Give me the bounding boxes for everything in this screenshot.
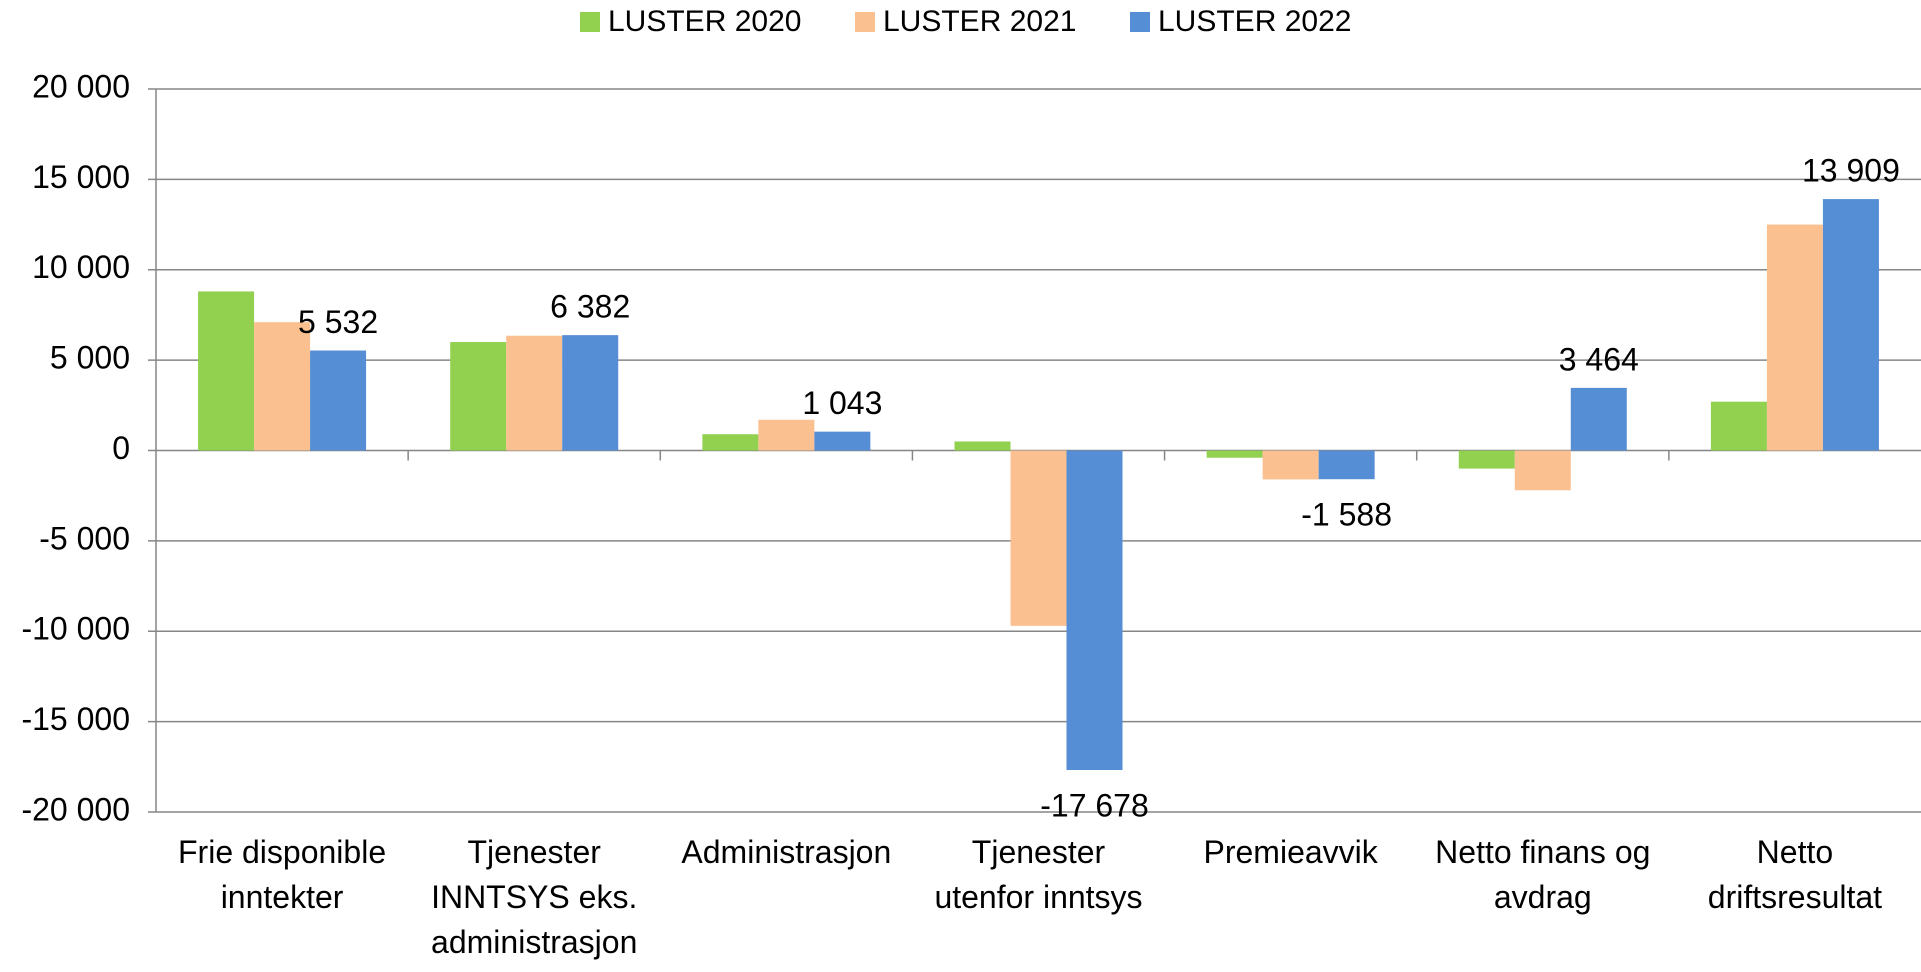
y-tick-label: -20 000 [21, 791, 130, 827]
y-tick-label: 5 000 [50, 340, 130, 376]
bar [198, 291, 255, 451]
bar [562, 335, 619, 451]
legend-label: LUSTER 2020 [608, 5, 801, 38]
legend-label: LUSTER 2022 [1158, 5, 1351, 38]
x-tick-label: Premieavvik [1203, 834, 1378, 870]
bar [1710, 401, 1767, 451]
legend-label: LUSTER 2021 [883, 5, 1076, 38]
bar [1458, 450, 1515, 469]
y-tick-label: 0 [112, 430, 130, 466]
bar [1066, 450, 1123, 771]
bar [1822, 199, 1879, 451]
data-label: -17 678 [1040, 787, 1149, 823]
bar [1206, 450, 1263, 458]
bar [506, 335, 563, 451]
bar [254, 322, 311, 451]
bar [1570, 387, 1627, 451]
data-label: 6 382 [550, 289, 630, 325]
data-label: 3 464 [1559, 341, 1639, 377]
x-tick-label: Tjenester INNTSYS eks. administrasjon [431, 834, 638, 960]
y-tick-label: -5 000 [39, 520, 130, 556]
data-label: -1 588 [1301, 497, 1392, 533]
bar [758, 419, 815, 451]
x-tick-label: Tjenester utenfor inntsys [934, 834, 1143, 915]
bar [1514, 450, 1571, 491]
bar [1010, 450, 1067, 626]
bar [1262, 450, 1319, 480]
y-tick-label: -10 000 [21, 611, 130, 647]
legend-swatch [1130, 12, 1150, 32]
x-tick-label: Netto driftsresultat [1707, 834, 1883, 915]
legend-swatch [580, 12, 600, 32]
data-label: 5 532 [298, 304, 378, 340]
y-tick-label: 15 000 [32, 159, 130, 195]
bar [702, 434, 759, 451]
y-tick-label: 10 000 [32, 249, 130, 285]
bar [450, 342, 507, 451]
x-tick-label: Netto finans og avdrag [1435, 834, 1651, 915]
y-tick-label: -15 000 [21, 701, 130, 737]
bar [814, 431, 871, 451]
bar [310, 350, 367, 451]
bar [1318, 450, 1375, 480]
legend-swatch [855, 12, 875, 32]
y-tick-label: 20 000 [32, 68, 130, 104]
bar [954, 441, 1011, 451]
data-label: 13 909 [1802, 153, 1900, 189]
x-tick-label: Frie disponible inntekter [178, 834, 387, 915]
data-label: 1 043 [802, 385, 882, 421]
bar [1766, 224, 1823, 451]
x-tick-label: Administrasjon [681, 834, 892, 870]
